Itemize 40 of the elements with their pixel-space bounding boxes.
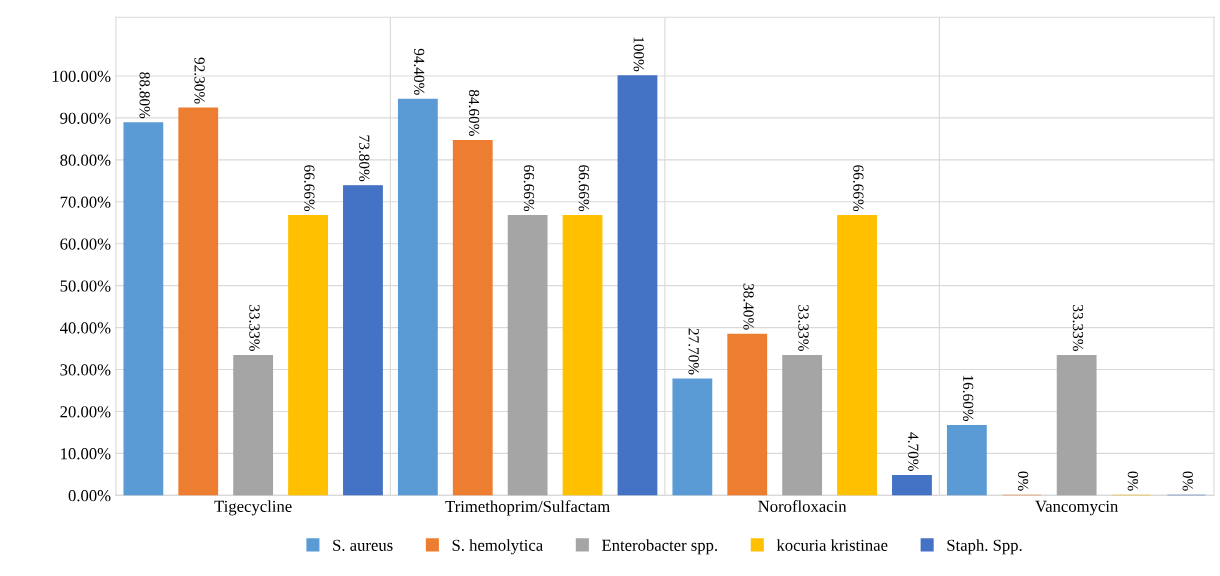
- data-label: 4.70%: [908, 432, 919, 471]
- y-tick-label: 0.00%: [68, 490, 111, 502]
- y-tick-label: 30.00%: [60, 364, 111, 376]
- x-tick-label: Trimethoprim/Sulfactam: [445, 500, 610, 516]
- y-tick-label: 50.00%: [60, 280, 111, 292]
- data-label: 33.33%: [1072, 305, 1084, 351]
- data-label: 27.70%: [688, 328, 699, 375]
- data-label: 38.40%: [743, 283, 754, 330]
- data-label: 33.33%: [249, 305, 260, 351]
- y-tick-label: 60.00%: [60, 238, 111, 250]
- y-tick-label: 80.00%: [60, 154, 111, 166]
- data-label: 33.33%: [798, 305, 809, 351]
- data-label: 66.66%: [523, 165, 535, 212]
- data-label: 66.66%: [578, 165, 590, 212]
- data-label: 0%: [1017, 471, 1029, 491]
- y-tick-label: 10.00%: [61, 448, 111, 460]
- data-label: 88.80%: [139, 72, 150, 119]
- data-label: 66.66%: [304, 165, 315, 212]
- legend-label: Enterobacter spp.: [601, 539, 718, 555]
- legend-label: Staph. Spp.: [947, 539, 1022, 555]
- x-tick-label: Tigecycline: [214, 500, 292, 516]
- x-tick-label: Vancomycin: [1035, 500, 1119, 516]
- y-tick-label: 90.00%: [60, 112, 111, 124]
- y-tick-label: 40.00%: [59, 322, 111, 334]
- legend-label: S. hemolytica: [452, 539, 543, 555]
- data-label: 92.30%: [194, 57, 205, 104]
- y-tick-label: 100.00%: [52, 70, 111, 83]
- legend-label: S. aureus: [333, 539, 393, 551]
- y-tick-label: 70.00%: [60, 196, 111, 208]
- data-label: 0%: [1127, 471, 1139, 491]
- data-label: 16.60%: [962, 375, 974, 422]
- data-label: 100%: [633, 37, 644, 72]
- x-tick-label: Norofloxacin: [758, 500, 847, 512]
- data-label: 73.80%: [359, 135, 370, 182]
- data-label: 84.60%: [468, 89, 480, 136]
- legend-label: kocuria kristinae: [776, 539, 888, 551]
- data-label: 94.40%: [413, 48, 425, 95]
- data-label: 0%: [1182, 471, 1193, 491]
- data-label: 66.66%: [853, 165, 864, 212]
- y-tick-label: 20.00%: [60, 406, 111, 418]
